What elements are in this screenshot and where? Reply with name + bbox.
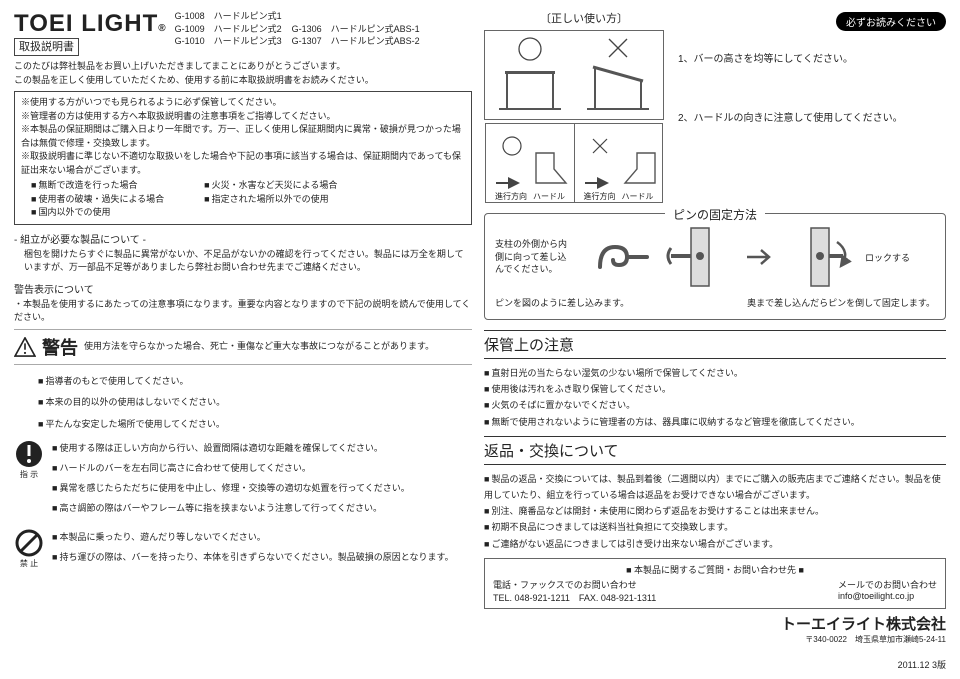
header-row: TOEI LIGHT® 取扱説明書 G-1008 ハードルピン式1 G-1009… [14,10,472,54]
assembly-heading: - 組立が必要な製品について - [14,231,472,246]
contact-heading: ■ 本製品に関するご質問・お問い合わせ先 ■ [493,563,937,576]
pin-pole2-icon [785,222,855,292]
arrow-icon [745,247,775,267]
revision-date: 2011.12 3版 [898,658,946,671]
pin-caption-right: 奥まで差し込んだらピンを倒して固定します。 [747,296,935,309]
usage-notes: 1、バーの高さを均等にしてください。 2、ハードルの向きに注意して使用してくださ… [678,50,903,128]
warning-list-2: 使用する際は正しい方向から行い、設置間隔は適切な距離を確保してください。 ハード… [52,439,410,518]
warning-triangle-icon [14,337,36,357]
pin-fixing-box: ピンの固定方法 支柱の外側から内側に向って差し込んでください。 ロックする ピン… [484,213,946,320]
warning-list-1: 指導者のもとで使用してください。 本来の目的以外の使用はしないでください。 平た… [38,371,472,436]
instruction-icon [14,439,44,469]
brand-logo: TOEI LIGHT® [14,10,167,37]
warranty-box: ※使用する方がいつでも見られるように必ず保管してください。 ※管理者の方は使用す… [14,91,472,225]
pin-pole1-icon [665,222,735,292]
pin-lock-label: ロックする [865,251,910,264]
pin-title: ピンの固定方法 [665,206,765,223]
model-list: G-1008 ハードルピン式1 G-1009 ハードルピン式2G-1306 ハー… [175,10,420,48]
intro-text: このたびは弊社製品をお買い上げいただきましてまことにありがとうございます。 この… [14,60,472,87]
manual-tag: 取扱説明書 [14,38,79,56]
storage-heading: 保管上の注意 [484,330,946,359]
contact-box: ■ 本製品に関するご質問・お問い合わせ先 ■ 電話・ファックスでのお問い合わせ … [484,558,946,609]
pin-hook-icon [585,222,655,292]
company-block: トーエイライト株式会社 〒340-0022 埼玉県草加市瀬崎5-24-11 [484,613,946,645]
prohibit-caption: 禁 止 [14,558,44,569]
warning-label: 警告 [42,334,78,360]
warning-indication-text: ・本製品を使用するにあたっての注意事項になります。重要な内容となりますので下記の… [14,298,472,325]
storage-list: 直射日光の当たらない湿気の少ない場所で保管してください。 使用後は汚れをふき取り… [484,365,946,430]
must-read-pill: 必ずお読みください [836,12,946,31]
assembly-text: 梱包を開けたらすぐに製品に異常がないか、不足品がないかの確認を行ってください。製… [24,248,472,275]
brand-block: TOEI LIGHT® 取扱説明書 [14,10,167,54]
height-diagram [484,30,664,120]
warning-indication-heading: 警告表示について [14,281,472,296]
usage-diagrams: 進行方向ハードル 進行方向ハードル 1、バーの高さを均等にしてください。 2、ハ… [484,30,946,203]
prohibit-icon [14,528,44,558]
pin-caption-left: ピンを図のように差し込みます。 [495,296,629,309]
warning-list-3: 本製品に乗ったり、遊んだり等しないでください。 持ち運びの際は、バーを持ったり、… [52,528,454,568]
return-heading: 返品・交換について [484,436,946,465]
instruction-caption: 指 示 [14,469,44,480]
warning-banner: 警告 使用方法を守らなかった場合、死亡・重傷など重大な事故につながることがありま… [14,329,472,365]
return-list: 製品の返品・交換については、製品到着後（二週間以内）までにご購入の販売店までご連… [484,471,946,552]
usage-heading: 〔正しい使い方〕 [484,10,684,26]
warning-text: 使用方法を守らなかった場合、死亡・重傷など重大な事故につながることがあります。 [84,340,434,353]
pin-text: 支柱の外側から内側に向って差し込んでください。 [495,238,575,276]
direction-diagram: 進行方向ハードル 進行方向ハードル [485,123,663,203]
